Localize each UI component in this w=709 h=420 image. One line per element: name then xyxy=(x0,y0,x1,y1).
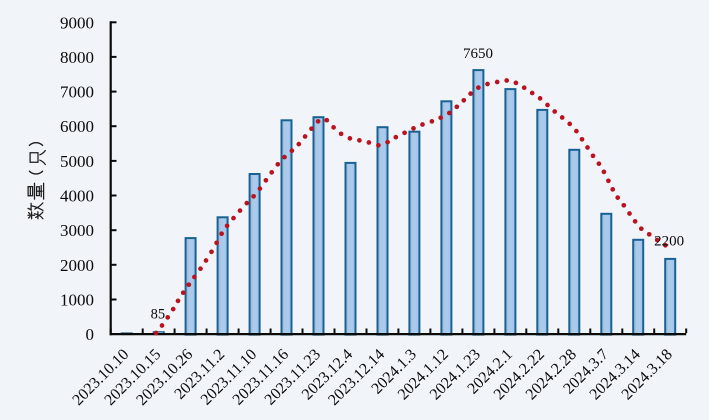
svg-text:3000: 3000 xyxy=(60,221,94,240)
svg-text:7000: 7000 xyxy=(60,83,94,102)
svg-text:7650: 7650 xyxy=(463,46,493,62)
svg-text:6000: 6000 xyxy=(60,117,94,136)
svg-text:5000: 5000 xyxy=(60,152,94,171)
svg-text:4000: 4000 xyxy=(60,187,94,206)
svg-text:9000: 9000 xyxy=(60,13,94,32)
svg-text:0: 0 xyxy=(86,325,95,344)
svg-text:2200: 2200 xyxy=(654,234,684,250)
svg-text:2000: 2000 xyxy=(60,256,94,275)
svg-text:85: 85 xyxy=(151,307,166,323)
svg-text:8000: 8000 xyxy=(60,48,94,67)
svg-text:1000: 1000 xyxy=(60,291,94,310)
